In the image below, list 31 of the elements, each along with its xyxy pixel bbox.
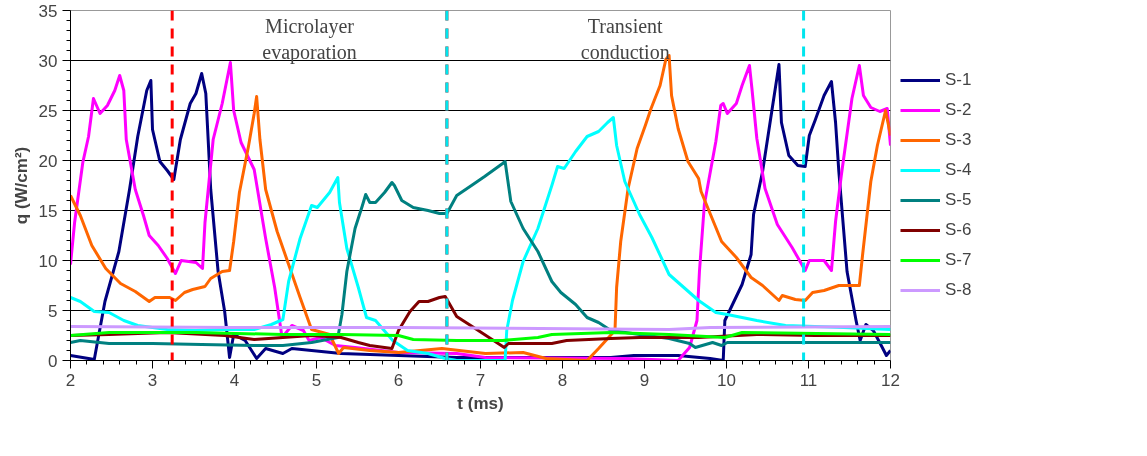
legend-label: S-4 bbox=[945, 160, 972, 180]
x-tick-label: 9 bbox=[639, 370, 650, 390]
legend-label: S-3 bbox=[945, 130, 972, 150]
legend-label: S-7 bbox=[945, 250, 972, 270]
x-tick-label: 7 bbox=[475, 370, 486, 390]
y-tick-label: 0 bbox=[48, 351, 58, 371]
y-tick-label: 20 bbox=[38, 151, 58, 171]
legend-label: S-8 bbox=[945, 280, 972, 300]
x-tick-label: 11 bbox=[799, 370, 818, 390]
y-tick-label: 25 bbox=[38, 101, 58, 121]
legend-label: S-2 bbox=[945, 100, 972, 120]
x-tick-label: 4 bbox=[229, 370, 240, 390]
x-tick-label: 5 bbox=[311, 370, 322, 390]
y-tick-label: 30 bbox=[38, 51, 58, 71]
legend-label: S-1 bbox=[945, 70, 972, 90]
x-axis-title: t (ms) bbox=[457, 393, 504, 413]
y-axis-title: q (W/cm²) bbox=[11, 146, 31, 225]
legend-label: S-5 bbox=[945, 190, 972, 210]
x-tick-label: 3 bbox=[147, 370, 158, 390]
annotation: Microlayer evaporation bbox=[262, 14, 357, 64]
x-tick-label: 2 bbox=[65, 370, 76, 390]
x-tick-label: 8 bbox=[557, 370, 568, 390]
y-tick-label: 10 bbox=[38, 251, 58, 271]
x-tick-label: 6 bbox=[393, 370, 404, 390]
legend-label: S-6 bbox=[945, 220, 972, 240]
y-tick-label: 5 bbox=[48, 301, 58, 321]
x-tick-label: 10 bbox=[717, 370, 736, 390]
y-tick-label: 35 bbox=[38, 1, 58, 21]
y-tick-label: 15 bbox=[38, 201, 58, 221]
x-tick-label: 12 bbox=[881, 370, 900, 390]
annotation: Transient conduction bbox=[580, 14, 670, 63]
